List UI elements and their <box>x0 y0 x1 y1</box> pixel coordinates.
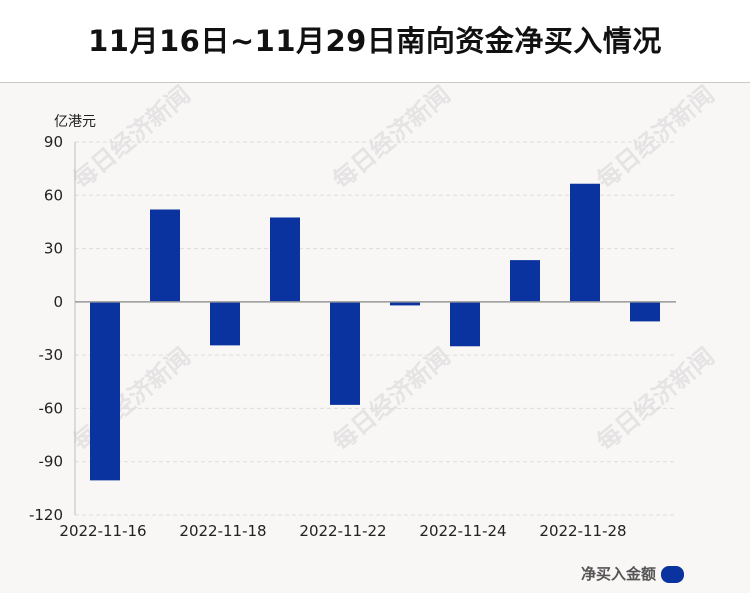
bar-2022-11-18 <box>210 301 240 346</box>
y-tick-label: 30 <box>44 240 63 258</box>
legend: 净买入金额 <box>581 565 684 583</box>
bar-2022-11-16 <box>90 301 120 481</box>
y-tick-label: 90 <box>44 133 63 151</box>
x-tick-label: 2022-11-22 <box>299 522 386 540</box>
chart-title: 11月16日~11月29日南向资金净买入情况 <box>88 24 662 58</box>
legend-label: 净买入金额 <box>581 565 656 583</box>
bars <box>75 183 676 481</box>
x-tick-label: 2022-11-24 <box>419 522 506 540</box>
y-tick-label: -60 <box>39 399 64 417</box>
bar-2022-11-29 <box>630 301 660 322</box>
y-axis-unit-label: 亿港元 <box>54 114 96 130</box>
bar-2022-11-23 <box>390 301 420 306</box>
bar-2022-11-22 <box>330 301 360 405</box>
title-bar: 11月16日~11月29日南向资金净买入情况 <box>0 0 750 83</box>
bar-2022-11-17 <box>150 209 180 302</box>
x-tick-label: 2022-11-28 <box>539 522 626 540</box>
bar-2022-11-21 <box>270 217 300 302</box>
bar-2022-11-28 <box>570 183 600 302</box>
y-tick-label: -120 <box>29 506 63 524</box>
x-axis-ticks: 2022-11-16 2022-11-18 2022-11-22 2022-11-24… <box>59 522 626 540</box>
x-tick-label: 2022-11-18 <box>179 522 266 540</box>
y-tick-label: -90 <box>39 453 64 471</box>
x-tick-label: 2022-11-16 <box>59 522 146 540</box>
bar-2022-11-24 <box>450 301 480 347</box>
y-tick-label: -30 <box>39 346 64 364</box>
y-axis-ticks: 90 60 30 0 -30 -60 -90 -120 <box>29 133 63 524</box>
y-tick-label: 0 <box>53 293 63 311</box>
bar-2022-11-25 <box>510 260 540 302</box>
y-tick-label: 60 <box>44 186 63 204</box>
legend-swatch <box>661 566 684 583</box>
